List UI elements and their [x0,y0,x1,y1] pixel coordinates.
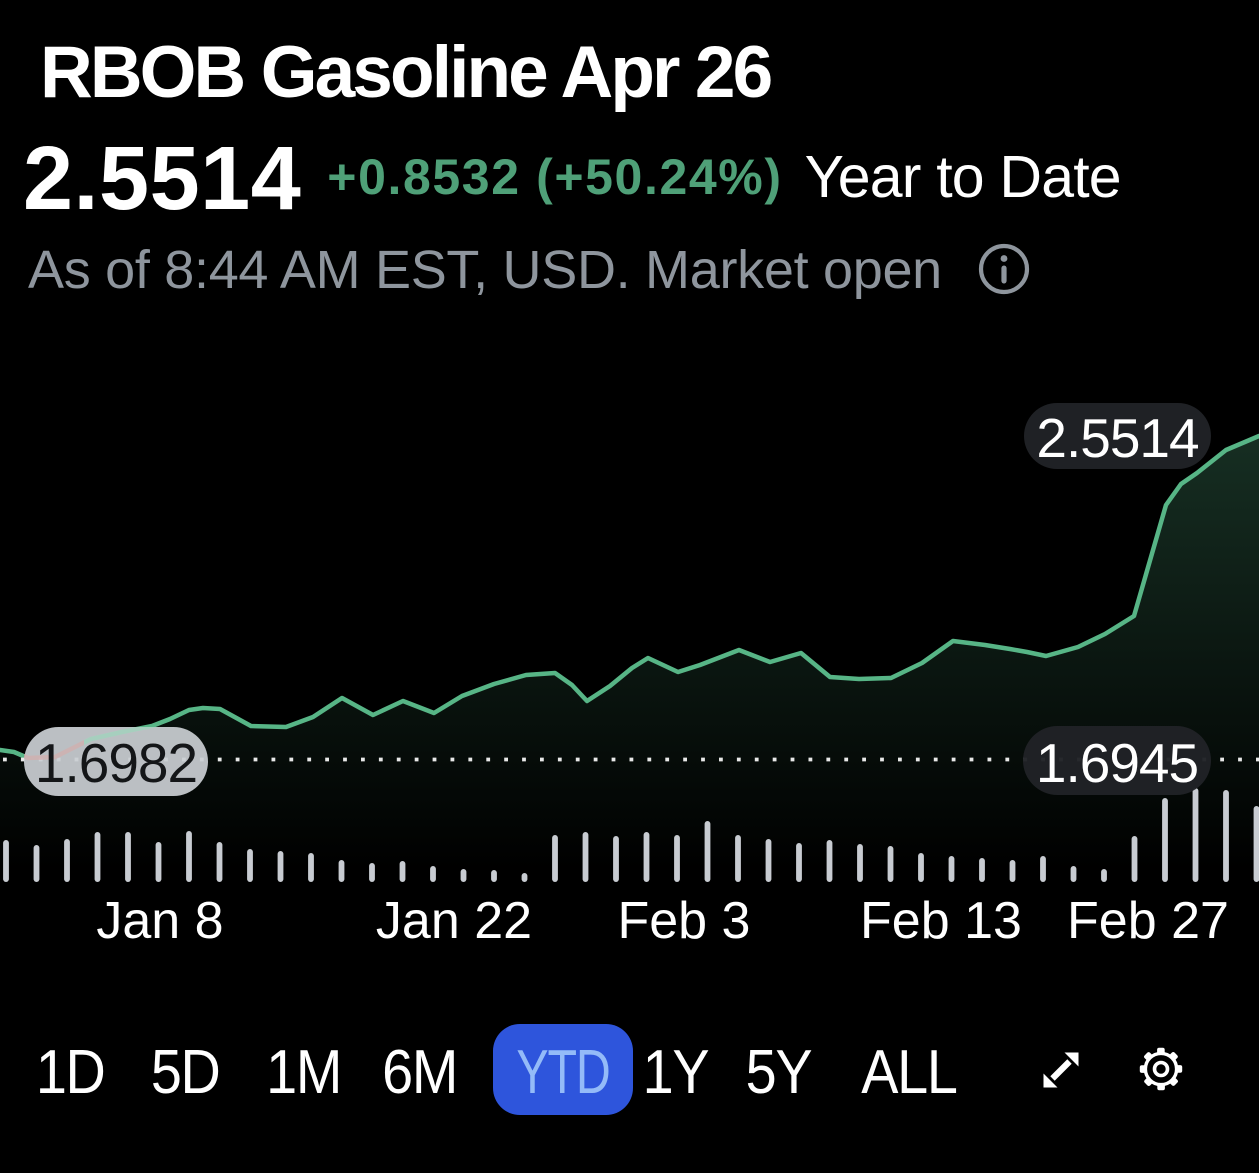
svg-text:Feb 3: Feb 3 [618,892,751,950]
svg-text:2.5514: 2.5514 [1036,407,1198,469]
svg-text:Jan 8: Jan 8 [96,892,223,950]
svg-text:Feb 13: Feb 13 [860,892,1022,950]
svg-text:1.6982: 1.6982 [35,732,197,794]
svg-text:1.6945: 1.6945 [1036,732,1198,794]
svg-text:Jan 22: Jan 22 [376,892,532,950]
svg-text:Feb 27: Feb 27 [1067,892,1229,950]
